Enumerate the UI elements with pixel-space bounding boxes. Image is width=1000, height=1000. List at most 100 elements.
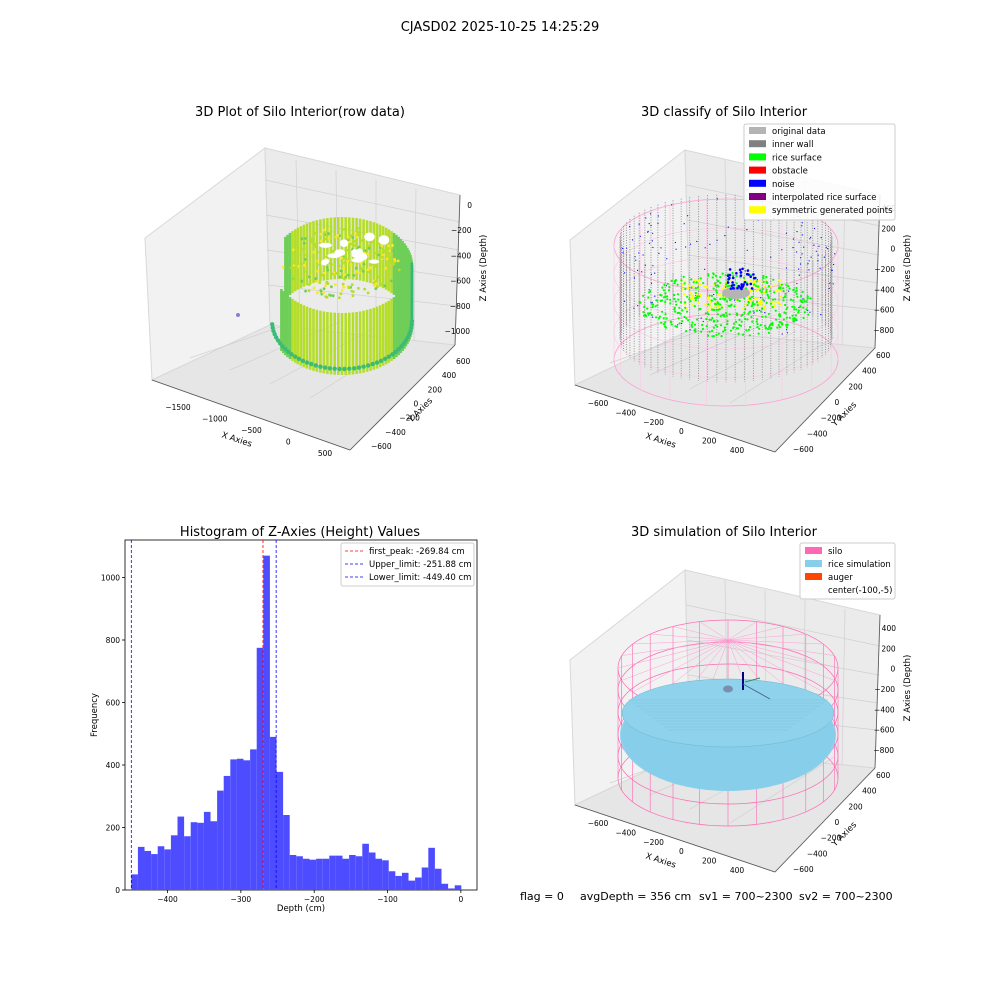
- cls-symmetric-point: [779, 303, 782, 306]
- cls-rice-point: [778, 314, 781, 317]
- raw-surface-point: [293, 261, 296, 265]
- raw-surface-point: [283, 265, 287, 268]
- cls-rice-point: [762, 280, 765, 283]
- cls-rice-point: [643, 305, 646, 309]
- cls-noise-point: [648, 289, 650, 291]
- cls-symmetric-point: [762, 291, 765, 295]
- raw-surface-point: [327, 232, 330, 235]
- raw-surface-point: [325, 280, 329, 284]
- cls-rice-point: [715, 333, 718, 337]
- histogram-bar: [144, 850, 152, 890]
- cls-rice-point: [662, 289, 666, 292]
- z-sim-tick: −600: [874, 726, 895, 735]
- cls-noise-cluster-point: [732, 283, 735, 287]
- cls-rice-point: [716, 320, 719, 323]
- cls-rice-point: [772, 278, 775, 281]
- cls-noise-point: [801, 253, 803, 255]
- raw-surface-point: [366, 291, 370, 295]
- cls-rice-point: [690, 325, 694, 328]
- x-sim-tick: 0: [679, 847, 684, 856]
- cls-rice-point: [642, 294, 645, 297]
- raw-surface-point: [389, 279, 393, 283]
- status-sv2: sv2 = 700~2300: [799, 890, 893, 903]
- cls-rice-point: [717, 302, 720, 305]
- raw-surface-point: [314, 243, 317, 246]
- raw-surface-point: [318, 281, 322, 284]
- cls-rice-point: [714, 324, 717, 327]
- cls-rice-point: [712, 326, 716, 329]
- cls-noise-cluster-point: [728, 276, 731, 280]
- cls-rice-point: [674, 279, 678, 282]
- cls-noise-point: [788, 290, 790, 292]
- cls-noise-point: [724, 235, 726, 237]
- cls-noise-point: [725, 286, 727, 288]
- cls-rice-point: [736, 327, 740, 330]
- raw-wall-point: [390, 352, 395, 357]
- raw-wall-point: [296, 356, 302, 361]
- panel-title-histogram: Histogram of Z-Axies (Height) Values: [180, 525, 420, 540]
- cls-rice-point: [794, 290, 797, 293]
- y-cls-tick: 400: [862, 367, 877, 376]
- cls-rice-point: [806, 297, 809, 300]
- cls-symmetric-point: [717, 306, 720, 309]
- cls-rice-point: [786, 306, 789, 309]
- cls-rice-point: [712, 287, 715, 290]
- cls-rice-point: [762, 298, 765, 301]
- cls-rice-point: [725, 311, 728, 314]
- cls-noise-point: [798, 268, 800, 270]
- status-line: flag = 0 avgDepth = 356 cm sv1 = 700~230…: [520, 890, 893, 903]
- cls-noise-point: [687, 215, 689, 217]
- cls-rice-point: [774, 298, 777, 301]
- cls-noise-cluster-point: [739, 274, 743, 277]
- histogram-bar: [395, 875, 402, 890]
- cls-rice-point: [765, 301, 768, 304]
- cls-noise-point: [634, 256, 636, 258]
- histogram-bar: [170, 835, 178, 890]
- raw-surface-point: [381, 253, 385, 257]
- cls-symmetric-point: [722, 284, 726, 287]
- cls-rice-point: [753, 303, 756, 306]
- raw-surface-point: [322, 228, 326, 232]
- raw-surface-point: [357, 286, 360, 290]
- cls-symmetric-point: [714, 306, 717, 309]
- cls-noise-point: [792, 247, 794, 249]
- cls-rice-point: [753, 283, 756, 286]
- cls-rice-point: [724, 274, 727, 277]
- cls-noise-point: [689, 329, 691, 331]
- cls-rice-point: [662, 323, 665, 326]
- cls-rice-point: [681, 309, 684, 312]
- raw-wall-point: [270, 325, 275, 330]
- cls-rice-point: [764, 315, 767, 318]
- cls-rice-point: [731, 271, 734, 275]
- histogram-bar: [322, 858, 330, 890]
- raw-wall-point: [300, 358, 306, 363]
- cls-noise-point: [798, 306, 800, 309]
- cls-noise-point: [785, 232, 788, 234]
- raw-surface-point: [302, 247, 306, 250]
- cls-rice-point: [735, 282, 738, 285]
- cls-symmetric-point: [763, 308, 767, 311]
- raw-surface-point: [338, 275, 342, 279]
- cls-rice-point: [694, 328, 697, 331]
- y-raw-tick: 400: [442, 371, 457, 380]
- cls-rice-point: [756, 318, 759, 321]
- raw-wall-point: [356, 365, 362, 370]
- cls-noise-cluster-point: [742, 283, 745, 286]
- cls-noise-point: [820, 237, 822, 239]
- cls-symmetric-point: [705, 285, 709, 288]
- cls-rice-point: [705, 317, 708, 321]
- cls-rice-point: [760, 307, 764, 310]
- cls-symmetric-point: [697, 301, 700, 305]
- cls-rice-point: [757, 285, 760, 288]
- y-ticks-raw: −600 −400 −200 0 200 400 600: [371, 357, 471, 451]
- cls-rice-point: [795, 286, 798, 290]
- cls-noise-point: [631, 239, 634, 241]
- raw-wall-point: [309, 361, 314, 367]
- cls-rice-point: [740, 320, 743, 323]
- raw-surface-point: [319, 232, 323, 236]
- cls-rice-point: [690, 278, 693, 281]
- cls-rice-point: [667, 289, 671, 292]
- histogram-bar: [441, 883, 449, 890]
- cls-rice-point: [684, 287, 687, 291]
- cls-rice-point: [797, 311, 800, 314]
